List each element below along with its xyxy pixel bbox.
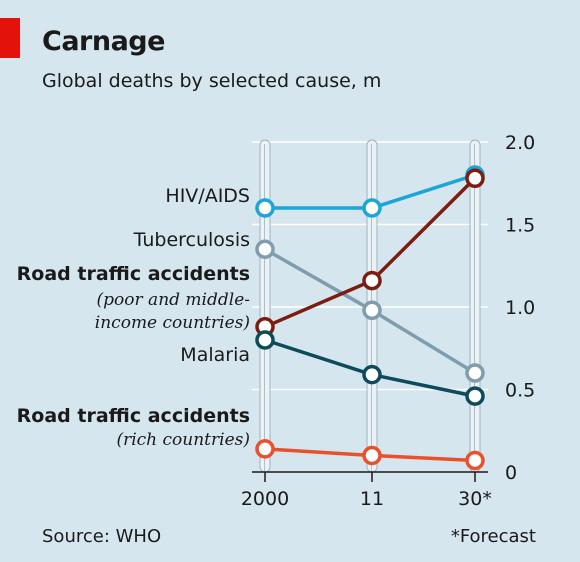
y-tick-label: 1.0 <box>505 297 535 319</box>
data-point <box>362 364 382 385</box>
y-tick-label: 1.5 <box>505 215 535 237</box>
chart-title: Carnage <box>42 26 165 57</box>
y-tick-label: 0.5 <box>505 380 535 402</box>
data-point <box>255 439 275 459</box>
x-tick-label: 30* <box>458 488 492 510</box>
x-tick-label: 11 <box>360 488 384 510</box>
brand-tag <box>0 18 20 58</box>
x-rail <box>469 139 481 473</box>
chart-subtitle: Global deaths by selected cause, m <box>42 70 382 92</box>
data-point <box>255 198 275 218</box>
data-point <box>465 168 485 189</box>
y-tick-label: 2.0 <box>505 132 535 154</box>
data-point <box>465 386 485 406</box>
series-label: Tuberculosis <box>133 229 250 251</box>
series-label: Malaria <box>180 344 250 366</box>
data-point <box>362 445 382 466</box>
series-sublabel: income countries) <box>95 313 250 333</box>
series-sublabel: (poor and middle- <box>97 290 251 310</box>
data-point <box>255 330 275 350</box>
x-rail <box>259 139 271 473</box>
y-tick-label: 0 <box>505 462 517 484</box>
data-point <box>362 198 382 218</box>
data-point <box>465 363 485 383</box>
data-point <box>362 300 382 321</box>
data-point <box>362 270 382 291</box>
data-point <box>465 450 485 471</box>
data-point <box>255 239 275 259</box>
series-label: Road traffic accidents <box>17 405 250 427</box>
series-sublabel: (rich countries) <box>116 430 250 450</box>
series-label: HIV/AIDS <box>165 185 250 207</box>
forecast-footnote: *Forecast <box>450 526 536 547</box>
source-note: Source: WHO <box>42 526 162 547</box>
series-label: Road traffic accidents <box>17 263 250 285</box>
x-tick-label: 2000 <box>241 488 289 510</box>
